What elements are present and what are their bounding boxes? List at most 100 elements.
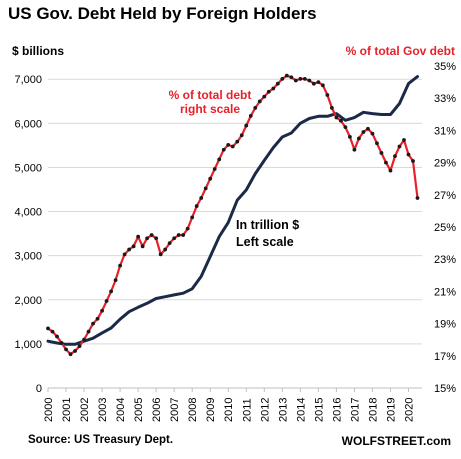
pct-series-marker [230,144,235,149]
pct-series-marker [109,289,113,294]
pct-series-marker [343,125,348,130]
pct-series-marker [257,99,262,104]
pct-series-marker [127,247,132,252]
x-tick-label: 2014 [295,398,307,422]
pct-series-marker [253,105,258,110]
pct-series-marker [411,159,415,163]
pct-series-marker [149,233,154,237]
x-tick-label: 2018 [367,398,379,422]
pct-series-marker [370,131,375,136]
pct-series-marker [181,233,186,237]
pct-series-marker [194,204,199,208]
pct-series-marker [158,252,163,257]
pct-series-marker [320,83,325,88]
y-right-tick-label: 29% [434,158,456,170]
pct-series-annotation: % of total debt right scale [155,88,265,116]
pct-series-marker [59,341,64,345]
pct-series-marker [325,93,330,97]
pct-series-marker [244,123,249,128]
pct-series-marker [217,157,222,162]
pct-series-marker [199,196,204,200]
pct-series-marker [338,118,343,123]
pct-series-marker [226,142,231,147]
pct-series-marker [68,352,73,357]
x-tick-label: 2007 [169,398,181,422]
pct-series-marker [190,215,195,220]
y-right-tick-label: 17% [434,351,456,363]
x-tick-label: 2008 [187,398,199,422]
pct-series-marker [284,73,289,78]
pct-series-marker [73,349,77,353]
pct-series-marker [366,126,370,131]
pct-series-marker [271,86,276,91]
pct-series-marker [266,89,271,94]
x-tick-label: 2020 [403,398,415,422]
pct-series-marker [50,329,55,334]
pct-series-marker [316,80,321,84]
pct-series-marker [293,78,298,83]
left-axis-label: $ billions [12,44,65,58]
x-tick-label: 2000 [43,398,55,422]
pct-series-marker [289,75,294,80]
y-right-tick-label: 31% [434,125,456,137]
pct-series-marker [352,147,357,152]
y-right-tick-label: 33% [434,93,456,105]
pct-series-marker [131,244,136,249]
pct-series-marker [176,233,181,237]
pct-series-marker [82,337,86,342]
amount-series-annotation: In trillion $ Left scale [236,217,299,251]
amount-annotation-line1: In trillion $ [236,218,300,232]
pct-series-marker [140,244,145,249]
pct-series-marker [239,133,244,138]
x-tick-label: 2012 [259,398,271,422]
pct-series-marker [384,160,388,165]
pct-series-marker [397,144,402,149]
pct-annotation-line1: % of total debt [168,88,252,102]
x-tick-label: 2001 [61,398,73,422]
pct-series-marker [86,329,91,334]
y-left-tick-label: 6,000 [14,118,42,130]
pct-series-marker [221,147,226,152]
pct-series-marker [275,81,280,86]
pct-series-marker [235,139,240,144]
x-tick-label: 2005 [133,398,145,422]
chart-title: US Gov. Debt Held by Foreign Holders [8,4,317,23]
pct-series-marker [302,76,307,81]
pct-series-marker [379,151,384,155]
pct-series-marker [402,138,406,142]
x-tick-label: 2016 [331,398,343,422]
y-right-tick-label: 19% [434,319,456,331]
pct-series-marker [348,134,352,139]
amount-series-line [46,75,419,346]
pct-series-marker [113,278,118,283]
pct-series-marker [280,76,285,81]
x-tick-label: 2006 [151,398,163,422]
x-tick-label: 2004 [115,398,127,422]
pct-series-marker [185,226,190,231]
brand-logo-text: WOLFSTREET.com [341,434,451,448]
right-axis-label: % of total Gov debt [345,44,455,58]
pct-series-marker [145,236,150,241]
amount-annotation-line2: Left scale [236,235,294,249]
x-tick-label: 2003 [97,398,109,422]
y-right-tick-label: 23% [434,254,456,266]
pct-series-marker [100,308,104,313]
pct-series-marker [136,234,141,239]
pct-series-marker [329,105,334,110]
x-tick-label: 2011 [241,398,253,422]
pct-series-marker [212,167,217,171]
pct-series-marker [248,114,253,118]
pct-series-marker [91,321,95,326]
pct-series-marker [122,252,127,257]
pct-annotation-line2: right scale [179,102,241,116]
pct-series-marker [154,236,159,241]
pct-series-marker [104,299,109,303]
pct-series-marker [55,334,59,339]
pct-series-marker [406,152,411,157]
pct-series-marker [163,247,168,252]
pct-series-marker [64,347,68,352]
pct-series-marker [415,196,420,200]
x-tick-label: 2010 [223,398,235,422]
y-right-tick-label: 15% [434,383,456,395]
y-left-tick-label: 5,000 [14,162,42,174]
